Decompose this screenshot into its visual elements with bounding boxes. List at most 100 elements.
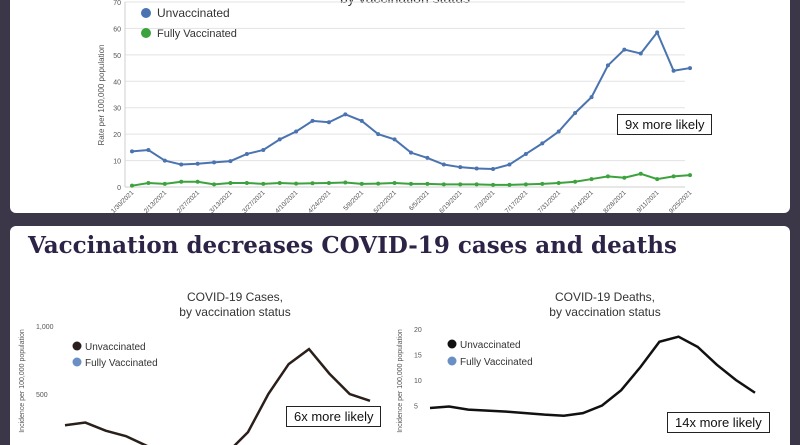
x-tick-label: 2/27/2021 (176, 189, 202, 213)
rate-chart: by vaccination status 70 60 50 40 30 20 10 0 Rate… (97, 0, 694, 213)
data-point (622, 175, 627, 180)
data-point (343, 112, 348, 117)
data-point (589, 95, 594, 100)
deaths-y-axis-title: Incidence per 100,000 population (397, 329, 404, 433)
data-point (162, 158, 167, 163)
top-annotation: 9x more likely (617, 114, 713, 135)
deaths-annotation: 14x more likely (667, 412, 770, 433)
data-point (441, 162, 446, 167)
cases-chart-title: COVID-19 Cases, (187, 290, 283, 304)
data-point (507, 162, 512, 167)
data-point (212, 182, 217, 187)
deaths-legend-label: Fully Vaccinated (460, 357, 533, 368)
data-point (409, 181, 413, 186)
x-tick-label: 8/14/2021 (570, 189, 596, 213)
top-chart-panel: by vaccination status 70 60 50 40 30 20 10 0 Rate… (10, 0, 790, 213)
x-tick-label: 3/13/2021 (208, 189, 234, 213)
data-point (392, 137, 397, 142)
data-point (474, 166, 479, 171)
cases-deaths-charts: COVID-19 Cases,by vaccination status Inci… (19, 290, 756, 445)
deaths-legend-label: Unvaccinated (460, 340, 521, 351)
data-point (359, 181, 364, 186)
data-point (540, 181, 545, 186)
deaths-y-tick-label: 15 (414, 353, 422, 360)
data-point (212, 160, 217, 165)
deaths-y-tick-label: 5 (414, 404, 418, 411)
data-point (688, 66, 692, 71)
x-tick-label: 4/10/2021 (274, 189, 300, 213)
bottom-panel: Vaccination decreases COVID-19 cases and… (10, 226, 790, 445)
data-point (392, 181, 397, 186)
y-axis-title: Rate per 100,000 population (97, 45, 106, 146)
data-point (343, 180, 348, 185)
data-point (589, 177, 594, 182)
data-point (556, 181, 561, 186)
x-tick-label: 4/24/2021 (307, 189, 333, 213)
data-point (573, 179, 578, 184)
deaths-series-line-unvaccinated (429, 335, 756, 417)
data-point (261, 148, 266, 152)
cases-y-axis-title: Incidence per 100,000 population (19, 329, 26, 433)
data-point (277, 181, 282, 186)
legend-marker (141, 8, 151, 18)
deaths-legend-marker (447, 356, 457, 366)
data-point (310, 181, 315, 186)
data-point (523, 151, 528, 156)
x-tick-label: 6/5/2021 (408, 189, 431, 212)
cases-legend-label: Fully Vaccinated (85, 358, 158, 369)
data-point (425, 155, 430, 160)
cases-legend-marker (72, 357, 82, 367)
y-tick-label: 50 (113, 53, 121, 60)
cases-chart-subtitle: by vaccination status (179, 305, 290, 319)
data-point (244, 151, 249, 156)
data-point (425, 181, 430, 186)
data-point (179, 162, 184, 167)
data-point (179, 179, 184, 184)
y-tick-label: 10 (113, 159, 121, 166)
x-tick-label: 8/28/2021 (602, 189, 628, 213)
series-line-unvaccinated (131, 30, 691, 171)
y-tick-label: 40 (113, 79, 121, 86)
section-title: Vaccination decreases COVID-19 cases and… (28, 232, 677, 259)
data-point (244, 181, 249, 186)
data-point (573, 111, 578, 115)
data-point (326, 181, 331, 186)
data-point (507, 182, 512, 187)
cases-legend-marker (72, 341, 82, 351)
x-tick-label: 5/22/2021 (373, 189, 399, 213)
x-tick-label: 1/30/2021 (110, 189, 136, 213)
cases-legend-label: Unvaccinated (85, 342, 146, 353)
data-point (130, 183, 134, 188)
data-point (294, 181, 299, 186)
data-point (655, 30, 660, 35)
data-point (359, 118, 364, 123)
data-point (409, 150, 413, 155)
data-point (491, 182, 496, 187)
y-tick-label: 20 (113, 132, 121, 139)
cases-y-tick-label: 500 (36, 392, 48, 399)
data-point (688, 173, 692, 178)
data-point (540, 141, 545, 146)
data-point (622, 47, 627, 52)
data-point (310, 118, 315, 123)
data-point (228, 159, 233, 164)
x-tick-label: 6/19/2021 (438, 189, 464, 213)
data-point (638, 171, 643, 176)
data-point (605, 174, 610, 179)
data-point (228, 181, 233, 186)
y-tick-label: 30 (113, 106, 121, 113)
deaths-chart-title: COVID-19 Deaths, (555, 290, 655, 304)
data-point (556, 129, 561, 134)
data-point (655, 177, 660, 182)
data-point (491, 167, 496, 172)
cases-y-tick-label: 1,000 (36, 324, 54, 331)
y-tick-label: 60 (113, 26, 121, 33)
data-point (294, 129, 299, 134)
data-point (146, 181, 151, 186)
data-point (458, 182, 463, 187)
data-point (523, 182, 528, 187)
data-point (605, 63, 610, 68)
data-point (326, 120, 331, 125)
data-point (130, 149, 134, 154)
x-tick-label: 7/3/2021 (474, 189, 497, 212)
